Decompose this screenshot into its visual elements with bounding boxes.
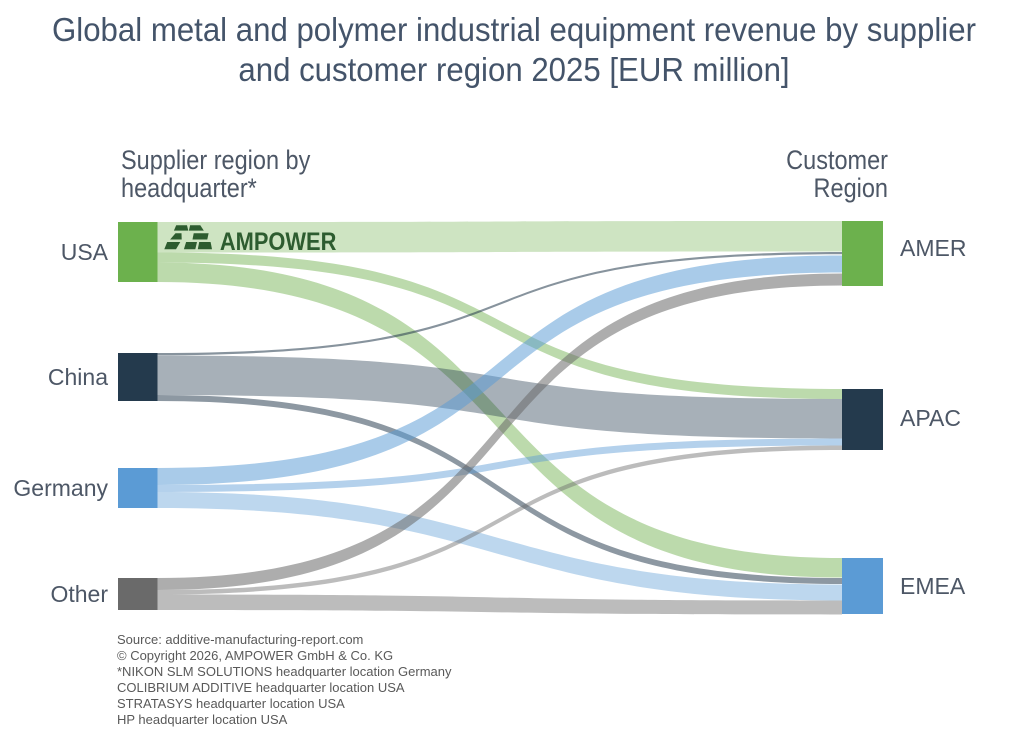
svg-text:AMPOWER: AMPOWER [220, 228, 337, 256]
